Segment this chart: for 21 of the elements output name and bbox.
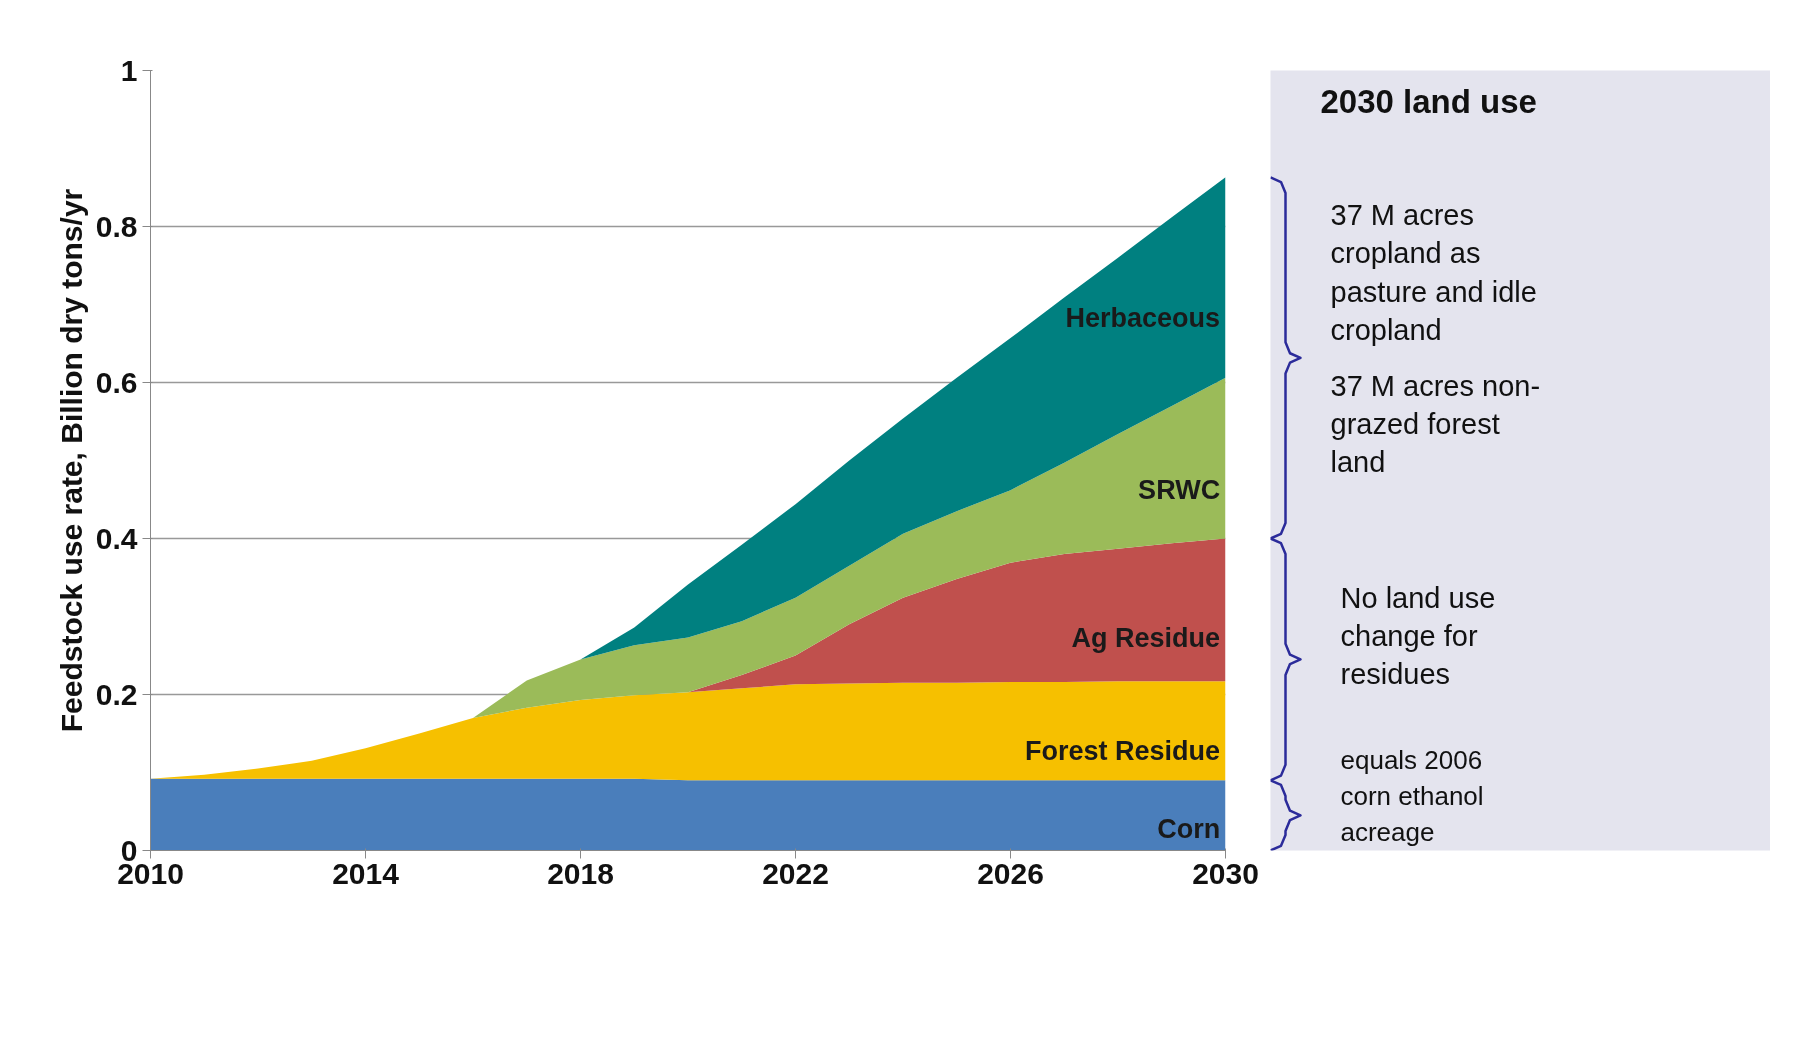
text: 2030 land use <box>1320 83 1537 121</box>
x-tick-label: 2022 <box>762 856 829 890</box>
x-tick-label: 2018 <box>547 856 614 890</box>
text: equals 2006 corn ethanol acreage <box>1340 745 1484 848</box>
x-tick-label: 2014 <box>332 856 400 890</box>
series-label: Corn <box>1157 814 1221 845</box>
y-tick-label: 1 <box>120 53 138 87</box>
y-tick-label: 0.2 <box>95 677 138 711</box>
x-tick-label: 2030 <box>1192 856 1259 890</box>
text: No land use change for residues <box>1340 581 1496 691</box>
x-tick-label: 2026 <box>977 856 1044 890</box>
y-tick-label: 0.8 <box>95 209 138 243</box>
y-tick-label: 0.6 <box>95 365 138 399</box>
y-tick-label: 0.4 <box>95 521 138 555</box>
series-label: SRWC <box>1138 475 1221 506</box>
series-label: Forest Residue <box>1025 735 1221 766</box>
y-axis-title: Feedstock use rate, Billion dry tons/yr <box>54 188 88 733</box>
text: 37 M acres cropland as pasture and idle cropland <box>1330 199 1537 347</box>
series-label: Ag Residue <box>1071 623 1221 654</box>
series-label: Herbaceous <box>1065 302 1221 333</box>
text: 37 M acres non- grazed forest land <box>1330 369 1541 479</box>
